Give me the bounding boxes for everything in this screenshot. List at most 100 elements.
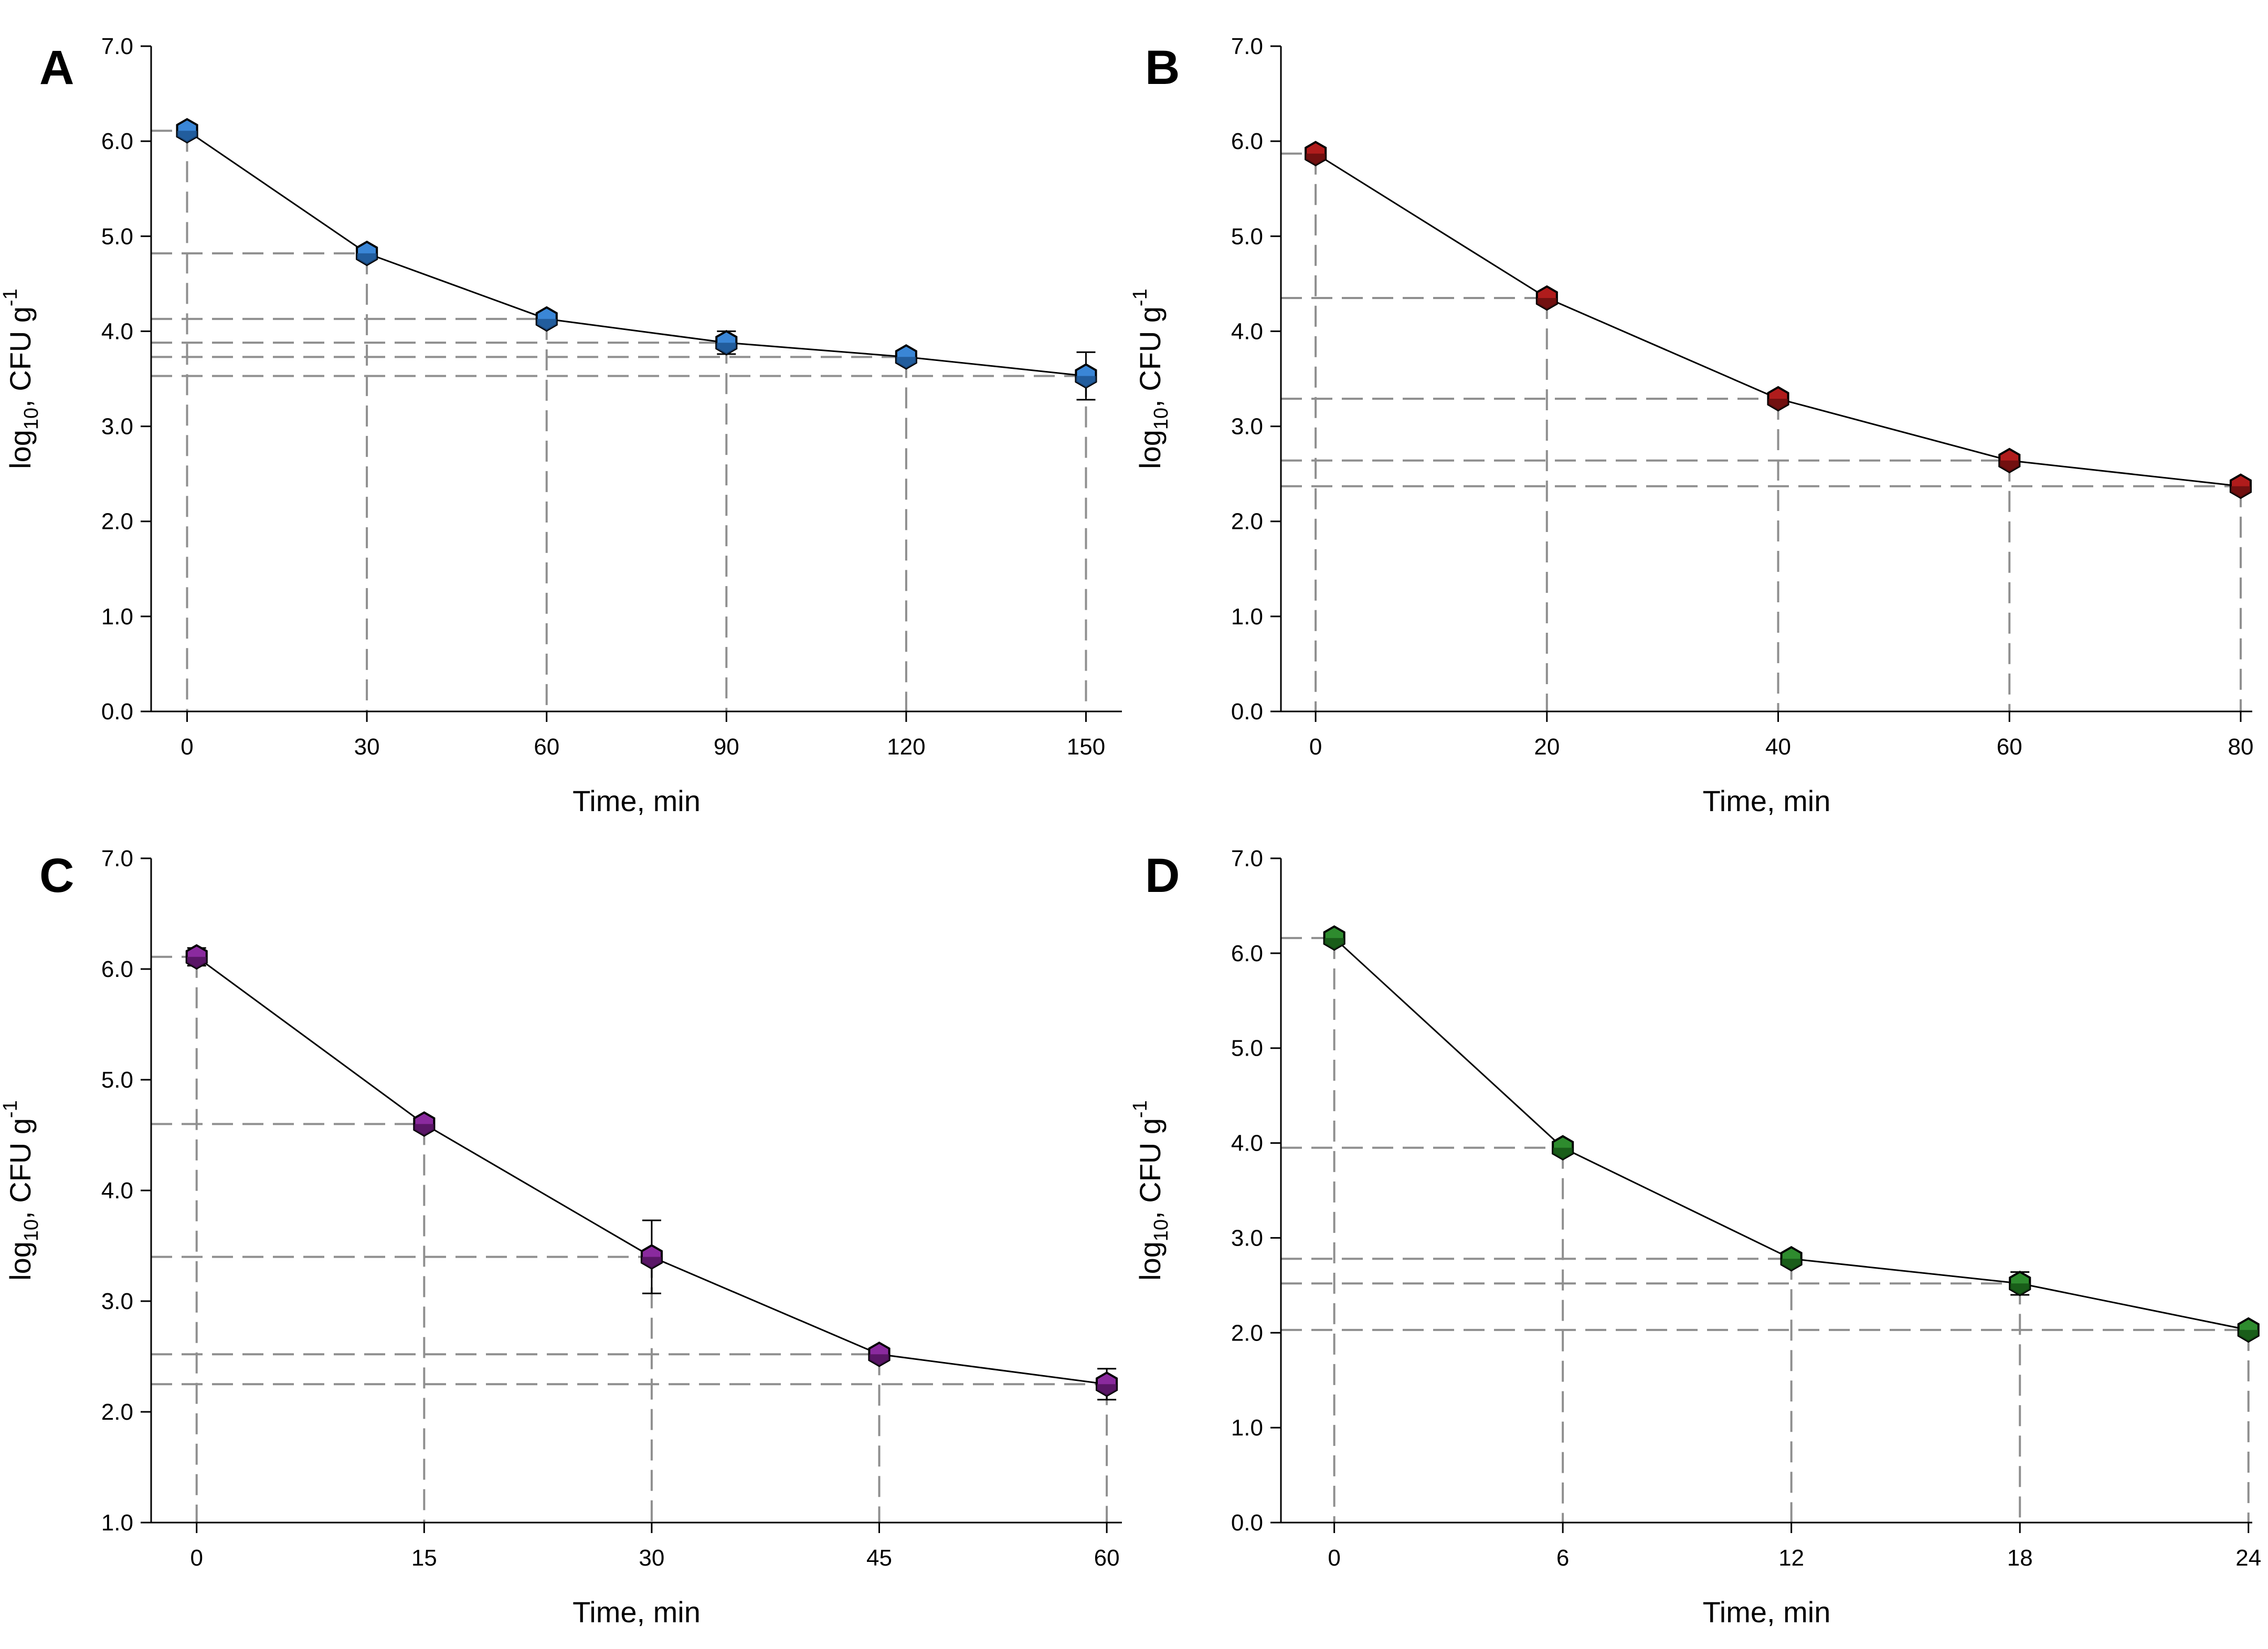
data-point-shade	[641, 1257, 662, 1269]
x-tick-label: 20	[1534, 734, 1560, 760]
data-point	[2009, 1270, 2031, 1296]
x-tick-label: 0	[1328, 1545, 1340, 1571]
y-tick-label: 2.0	[101, 1399, 133, 1425]
panel-c: C 1.0 2.0 3.0 4.0 5.0 6.0 7.0 0 15 30 45 60 Time, min…	[0, 846, 1122, 1629]
y-axis-label: log10, CFU g-1	[0, 289, 43, 469]
y-tick-label: 0.0	[1231, 699, 1263, 725]
data-point	[2229, 473, 2252, 499]
data-point	[185, 944, 208, 970]
x-tick-label: 6	[1556, 1545, 1569, 1571]
data-point-shade	[177, 131, 197, 143]
x-axis-label: Time, min	[1703, 1595, 1831, 1629]
data-point-shade	[1306, 153, 1326, 165]
x-tick-label: 80	[2228, 734, 2253, 760]
panel-letter: C	[39, 849, 74, 902]
y-axis-label: log10, CFU g-1	[1129, 1100, 1172, 1281]
data-point-shade	[1781, 1259, 1801, 1271]
x-tick-label: 0	[1309, 734, 1322, 760]
data-point	[1075, 363, 1097, 389]
x-tick-label: 45	[866, 1545, 892, 1571]
x-tick-label: 18	[2007, 1545, 2033, 1571]
x-tick-label: 90	[714, 734, 739, 760]
y-tick-label: 2.0	[101, 509, 133, 535]
y-tick-label: 7.0	[1231, 34, 1263, 59]
data-point-shade	[414, 1124, 434, 1136]
data-point-shade	[1768, 399, 1788, 410]
guide-lines	[151, 955, 1108, 1523]
panel-a: A 0.0 1.0 2.0 3.0 4.0 5.0 6.0 7.0 0 30 60 90 120 150 Ti…	[0, 34, 1122, 817]
guide-lines	[1281, 152, 2242, 711]
y-tick-label: 6.0	[101, 956, 133, 982]
x-tick-label: 30	[639, 1545, 664, 1571]
data-point	[1323, 925, 1345, 951]
x-tick-label: 60	[534, 734, 559, 760]
data-point-shade	[2238, 1329, 2259, 1342]
guide-lines	[151, 130, 1087, 711]
data-point	[1780, 1246, 1803, 1272]
panel-letter: B	[1145, 41, 1180, 94]
data-point	[1305, 141, 1327, 167]
data-point	[868, 1341, 891, 1367]
y-tick-label: 4.0	[101, 1178, 133, 1204]
data-point	[1552, 1135, 1574, 1161]
y-tick-label: 2.0	[1231, 1320, 1263, 1346]
y-tick-label: 5.0	[1231, 224, 1263, 249]
x-axis-label: Time, min	[573, 1595, 701, 1629]
data-point-shade	[1553, 1147, 1573, 1159]
y-tick-label: 7.0	[101, 34, 133, 59]
y-tick-label: 5.0	[101, 224, 133, 249]
data-point	[1998, 448, 2021, 474]
y-tick-label: 6.0	[1231, 129, 1263, 154]
x-axis-label: Time, min	[1703, 784, 1831, 817]
y-tick-label: 7.0	[101, 846, 133, 871]
data-point	[715, 329, 738, 356]
x-tick-label: 15	[411, 1545, 437, 1571]
data-point-shade	[2010, 1283, 2030, 1295]
data-point	[535, 306, 558, 332]
y-tick-label: 3.0	[1231, 1225, 1263, 1251]
y-tick-label: 1.0	[101, 1510, 133, 1536]
y-tick-label: 5.0	[101, 1067, 133, 1093]
x-tick-label: 60	[1997, 734, 2022, 760]
data-point-shade	[2230, 486, 2251, 498]
data-point	[1096, 1371, 1118, 1397]
y-tick-label: 4.0	[1231, 1131, 1263, 1156]
y-tick-label: 5.0	[1231, 1036, 1263, 1061]
y-tick-label: 0.0	[101, 699, 133, 725]
data-point-shade	[357, 253, 377, 265]
guide-lines	[1281, 937, 2250, 1523]
data-point	[1767, 386, 1789, 412]
x-tick-label: 120	[887, 734, 925, 760]
data-point	[356, 240, 378, 267]
y-tick-label: 1.0	[101, 604, 133, 630]
y-tick-label: 3.0	[101, 414, 133, 440]
data-point-shade	[896, 357, 916, 369]
data-point-shade	[869, 1354, 889, 1366]
series-line	[186, 130, 1086, 377]
data-point-shade	[1097, 1384, 1117, 1396]
y-tick-label: 3.0	[1231, 414, 1263, 440]
x-axis-label: Time, min	[573, 784, 701, 817]
y-tick-label: 4.0	[1231, 318, 1263, 344]
x-tick-label: 150	[1067, 734, 1105, 760]
y-tick-label: 2.0	[1231, 509, 1263, 535]
x-tick-label: 24	[2235, 1545, 2261, 1571]
data-point	[2237, 1317, 2260, 1343]
data-point	[413, 1111, 436, 1137]
x-tick-label: 0	[190, 1545, 203, 1571]
y-tick-label: 6.0	[1231, 941, 1263, 966]
y-tick-label: 1.0	[1231, 1415, 1263, 1441]
data-point-shade	[716, 343, 737, 355]
panel-letter: D	[1145, 849, 1180, 902]
y-tick-label: 7.0	[1231, 846, 1263, 871]
data-point	[176, 118, 198, 144]
panel-b: B 0.0 1.0 2.0 3.0 4.0 5.0 6.0 7.0 0 20 40 60 80 Time, …	[1129, 34, 2253, 817]
y-tick-label: 1.0	[1231, 604, 1263, 630]
data-point-shade	[1076, 376, 1096, 388]
y-tick-label: 4.0	[101, 318, 133, 344]
panel-d: D 0.0 1.0 2.0 3.0 4.0 5.0 6.0 7.0 0 6 12 18 24 Time, m…	[1129, 846, 2261, 1629]
x-tick-label: 60	[1094, 1545, 1120, 1571]
x-tick-label: 12	[1778, 1545, 1804, 1571]
data-point-shade	[1324, 938, 1344, 950]
